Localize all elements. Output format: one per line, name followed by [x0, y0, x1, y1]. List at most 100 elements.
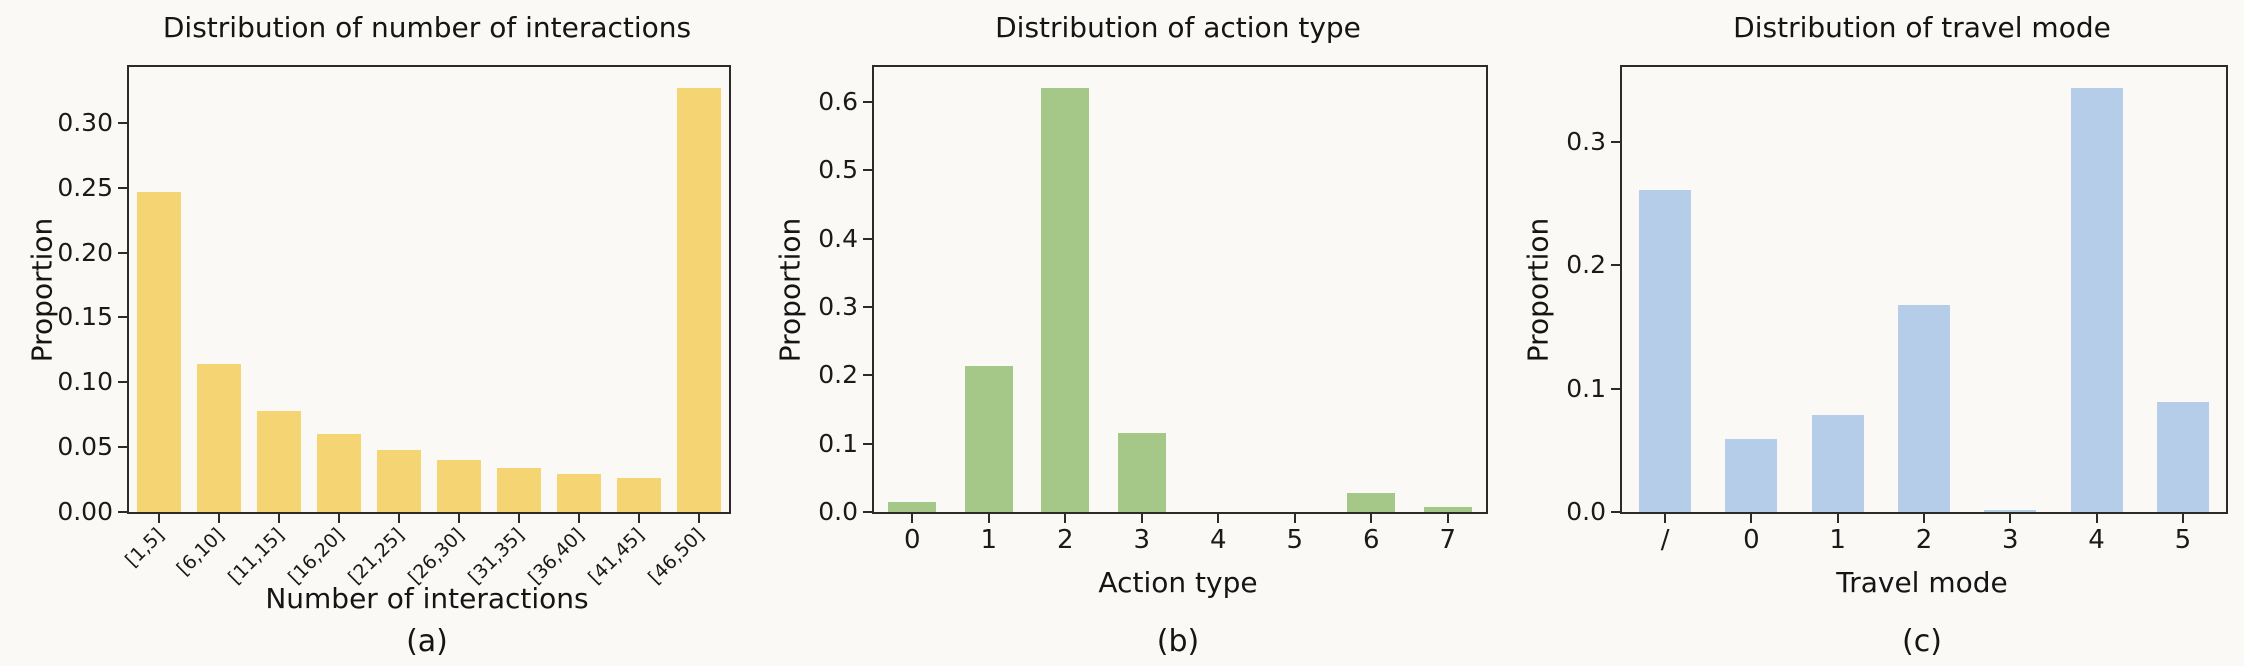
chart-panel-b: Distribution of action type Proportion 0… [748, 0, 1496, 666]
bar [2071, 88, 2123, 512]
bar [1725, 439, 1777, 512]
x-axis-label: Number of interactions [265, 582, 589, 615]
y-tick-label: 0.10 [57, 367, 113, 397]
x-tick-mark [638, 514, 640, 523]
x-tick-mark [338, 514, 340, 523]
y-tick-mark [118, 186, 127, 189]
y-tick-label: 0.2 [818, 360, 858, 390]
x-tick-mark [158, 514, 160, 523]
x-tick-mark [987, 514, 990, 523]
bar [1347, 493, 1395, 512]
x-tick-label: 2 [1056, 525, 1074, 555]
y-tick-mark [118, 121, 127, 124]
x-tick-mark [578, 514, 580, 523]
y-tick-mark [863, 237, 872, 240]
y-tick-mark [863, 169, 872, 172]
x-tick-label: 7 [1439, 525, 1457, 555]
y-tick-mark [863, 442, 872, 445]
bar [888, 502, 936, 512]
bar [677, 88, 721, 512]
y-tick-mark [118, 251, 127, 254]
subplot-caption: (b) [1156, 624, 1200, 659]
bar [437, 460, 481, 512]
chart-title: Distribution of action type [995, 11, 1361, 44]
y-tick-label: 0.1 [1566, 373, 1606, 403]
x-tick-mark [1370, 514, 1373, 523]
x-tick-label: 2 [1915, 525, 1933, 555]
x-tick-label: 5 [1286, 525, 1304, 555]
y-tick-label: 0.0 [818, 497, 858, 526]
x-tick-mark [218, 514, 220, 523]
y-tick-label: 0.4 [818, 223, 858, 253]
bar [1898, 305, 1950, 512]
bar [1041, 88, 1089, 512]
y-tick-label: 0.3 [1566, 127, 1606, 157]
bar [257, 411, 301, 512]
y-tick-mark [118, 446, 127, 449]
x-tick-mark [1064, 514, 1067, 523]
bar [497, 468, 541, 512]
y-tick-label: 0.20 [57, 237, 113, 267]
x-tick-mark [2095, 514, 2098, 523]
y-tick-mark [863, 100, 872, 103]
bar [2157, 402, 2209, 512]
y-tick-mark [1611, 264, 1620, 267]
y-tick-label: 0.05 [57, 432, 113, 462]
y-tick-mark [863, 305, 872, 308]
x-tick-mark [1750, 514, 1753, 523]
bar [557, 474, 601, 512]
x-tick-label: 3 [2002, 525, 2019, 555]
bar [317, 434, 361, 512]
plot-area: 0.0 0.1 0.2 0.3 / 0 1 2 3 4 5 [1566, 65, 2228, 555]
x-tick-mark [911, 514, 914, 523]
x-tick-mark [518, 514, 520, 523]
chart-title: Distribution of number of interactions [162, 11, 692, 44]
x-tick-mark [1664, 514, 1667, 523]
x-tick-mark [1140, 514, 1143, 523]
y-tick-mark [118, 381, 127, 384]
bar [137, 192, 181, 512]
y-tick-mark [863, 374, 872, 377]
bar [965, 366, 1013, 512]
chart-panel-a: Distribution of number of interactions P… [0, 0, 748, 666]
y-tick-mark [1611, 387, 1620, 390]
y-tick-mark [1611, 141, 1620, 144]
x-tick-label: 0 [1743, 525, 1760, 555]
x-tick-mark [2009, 514, 2012, 523]
x-tick-label: / [1660, 525, 1670, 555]
bar [377, 450, 421, 512]
x-tick-mark [2181, 514, 2184, 523]
x-tick-mark [398, 514, 400, 523]
x-tick-label: 1 [980, 525, 998, 555]
y-tick-mark [118, 511, 127, 513]
x-tick-mark [1446, 514, 1449, 523]
bar [1812, 415, 1864, 512]
x-tick-label: 4 [2088, 525, 2105, 555]
bar [1639, 190, 1691, 512]
x-tick-label: 6 [1362, 525, 1380, 555]
y-tick-label: 0.3 [818, 291, 858, 321]
bar [1118, 433, 1166, 512]
chart-panel-c: Distribution of travel mode Proportion 0… [1496, 0, 2244, 666]
subplot-caption: (c) [1902, 624, 1942, 659]
x-tick-mark [1923, 514, 1925, 523]
bar [197, 364, 241, 512]
y-tick-mark [863, 511, 872, 513]
x-tick-mark [458, 514, 460, 523]
x-tick-label: 1 [1829, 525, 1846, 555]
y-tick-label: 0.1 [818, 428, 858, 458]
plot-area: 0.00 0.05 0.10 0.15 0.20 0.25 0.30 [1,5] [6,10][… [57, 65, 731, 589]
plot-area: 0.0 0.1 0.2 0.3 0.4 0.5 0.6 0 1 2 3 4 5 6 7 [818, 65, 1488, 555]
y-tick-label: 0.6 [818, 86, 858, 116]
y-tick-mark [118, 316, 127, 319]
y-tick-label: 0.00 [57, 497, 113, 526]
subplot-caption: (a) [406, 624, 448, 659]
y-tick-label: 0.25 [57, 172, 113, 202]
x-axis-label: Travel mode [1836, 566, 2008, 599]
y-tick-label: 0.0 [1566, 497, 1606, 526]
x-tick-mark [1217, 514, 1220, 523]
x-tick-mark [1293, 514, 1296, 523]
y-tick-label: 0.30 [57, 107, 113, 137]
x-tick-label: 5 [2174, 525, 2192, 555]
